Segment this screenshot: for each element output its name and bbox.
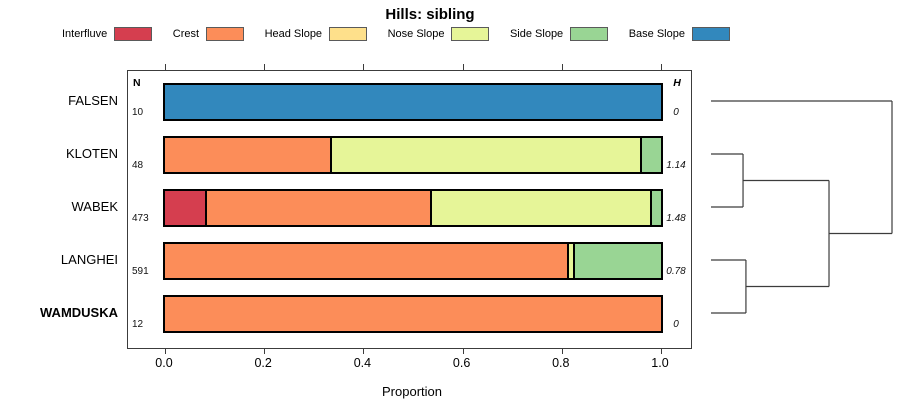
bar-wamduska [163, 295, 663, 333]
bar-segment-side-slope [640, 138, 661, 172]
bar-segment-side-slope [572, 244, 661, 278]
legend-swatch [114, 27, 153, 41]
x-tick-top [165, 64, 166, 70]
row-label-kloten: KLOTEN [65, 146, 118, 161]
x-tick-top [561, 64, 563, 70]
h-value: 0.78 [666, 266, 686, 277]
x-tick-label: 0.6 [452, 356, 471, 370]
x-tick-label: 0.2 [254, 356, 272, 370]
x-tick-label: 1.0 [651, 356, 669, 370]
h-value: 0 [673, 319, 679, 330]
x-axis-title: Proportion [382, 384, 442, 399]
legend-label: Nose Slope [387, 28, 445, 40]
n-value: 473 [132, 213, 149, 224]
row-label-wabek: WABEK [71, 199, 118, 214]
x-tick-bottom [363, 348, 365, 354]
legend-item-crest: Crest [172, 27, 245, 41]
n-value: 10 [132, 107, 144, 118]
n-value: 591 [132, 266, 149, 277]
bar-kloten [163, 136, 663, 174]
legend-swatch [691, 27, 730, 41]
bar-segment-interfluve [165, 191, 205, 225]
h-value: 1.48 [666, 213, 686, 224]
legend: Interfluve Crest Head Slope Nose Slope Side … [62, 27, 730, 41]
n-value: 48 [132, 160, 144, 171]
bar-segment-base-slope [165, 85, 661, 119]
row-label-langhei: LANGHEI [60, 252, 118, 267]
x-tick-top [462, 64, 464, 70]
bar-langhei [163, 242, 663, 280]
legend-label: Side Slope [509, 28, 564, 40]
bar-segment-crest [165, 244, 567, 278]
legend-swatch [206, 27, 245, 41]
x-tick-bottom [264, 348, 266, 354]
legend-label: Base Slope [628, 28, 685, 40]
legend-label: Interfluve [62, 28, 108, 40]
dendrogram [711, 100, 893, 314]
bar-falsen [163, 83, 663, 121]
legend-swatch [451, 27, 490, 41]
bar-segment-crest [165, 138, 331, 172]
bar-segment-crest [204, 191, 431, 225]
x-tick-top [264, 64, 266, 70]
row-label-falsen: FALSEN [68, 93, 118, 108]
legend-label: Crest [172, 28, 200, 40]
bar-segment-nose-slope [566, 244, 573, 278]
x-tick-bottom [561, 348, 563, 354]
legend-item-base-slope: Base Slope [629, 27, 730, 41]
legend-item-side-slope: Side Slope [509, 27, 609, 41]
h-value: 1.14 [666, 160, 686, 171]
n-column-header: N [133, 77, 141, 89]
x-tick-label: 0.8 [552, 356, 570, 370]
legend-item-nose-slope: Nose Slope [388, 27, 490, 41]
legend-label: Head Slope [264, 28, 323, 40]
x-tick-label: 0.4 [353, 356, 372, 370]
x-tick-label: 0.0 [155, 356, 173, 370]
h-value: 0 [673, 107, 679, 118]
h-column-header: H [673, 77, 681, 89]
x-tick-bottom [462, 348, 464, 354]
bar-segment-nose-slope [430, 191, 650, 225]
plot-area: N H [127, 64, 692, 354]
legend-swatch [329, 27, 368, 41]
x-tick-top [363, 64, 365, 70]
x-tick-bottom [165, 348, 166, 354]
bar-segment-crest [165, 297, 661, 331]
legend-item-head-slope: Head Slope [265, 27, 368, 41]
bar-segment-side-slope [649, 191, 661, 225]
x-tick-top [661, 64, 662, 70]
x-tick-bottom [661, 348, 662, 354]
bar-segment-nose-slope [330, 138, 641, 172]
row-label-wamduska: WAMDUSKA [40, 305, 118, 320]
n-value: 12 [132, 319, 144, 330]
bar-wabek [163, 189, 663, 227]
chart-title: Hills: sibling [385, 6, 475, 23]
legend-swatch [570, 27, 609, 41]
legend-item-interfluve: Interfluve [62, 27, 153, 41]
